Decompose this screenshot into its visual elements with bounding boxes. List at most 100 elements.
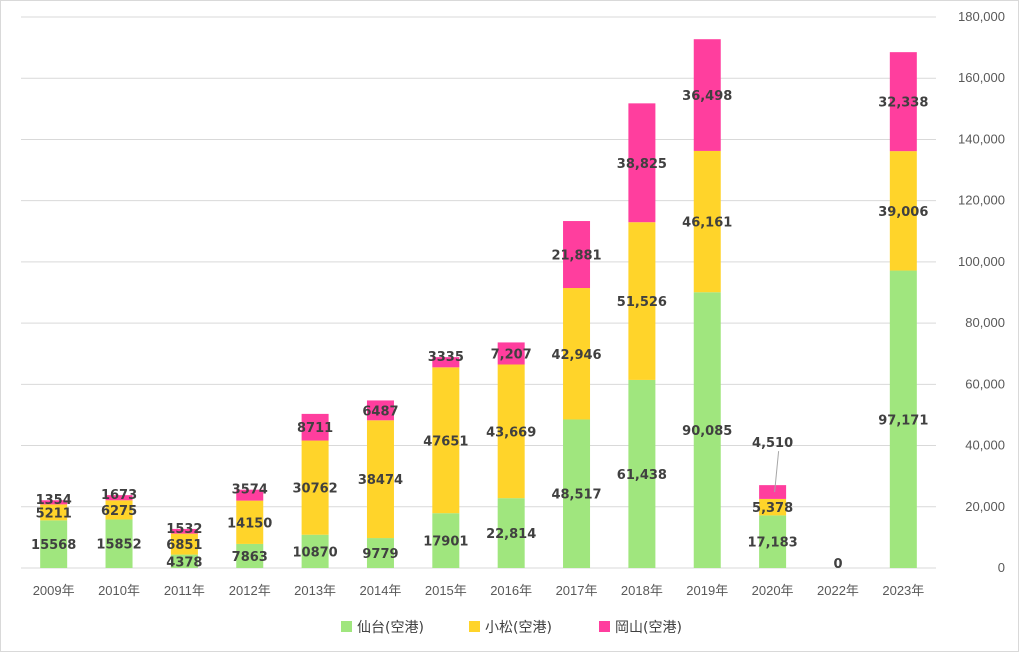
legend-swatch <box>599 621 610 632</box>
axes: 0 20,000 40,000 60,000 80,000 100,000 120,000 1… <box>33 9 1005 598</box>
data-label: 15568 <box>31 538 76 553</box>
data-label: 61,438 <box>617 468 667 483</box>
data-label: 47651 <box>423 434 468 449</box>
data-label: 30762 <box>292 482 337 497</box>
y-tick-label: 80,000 <box>965 315 1005 330</box>
data-label: 42,946 <box>551 348 601 363</box>
bar-segment <box>105 519 133 568</box>
data-label: 38,825 <box>617 157 667 172</box>
bar-segment <box>366 420 394 539</box>
bar-segment <box>432 513 460 568</box>
data-label: 8711 <box>297 421 333 436</box>
y-tick-label: 40,000 <box>965 438 1005 453</box>
legend: 仙台(空港) 小松(空港) 岡山(空港) <box>341 620 682 636</box>
bar-segment <box>432 357 460 368</box>
y-tick-label: 120,000 <box>958 193 1005 208</box>
data-label: 9779 <box>362 547 398 562</box>
data-label: 32,338 <box>878 96 928 111</box>
data-label: 43,669 <box>486 425 536 440</box>
bar-segment <box>693 292 721 568</box>
x-tick-label: 2023年 <box>882 583 924 598</box>
data-label: 6487 <box>362 404 398 419</box>
data-label: 6275 <box>101 504 137 519</box>
x-tick-label: 2010年 <box>98 583 140 598</box>
x-tick-label: 2014年 <box>360 583 402 598</box>
bar-segment <box>759 498 787 516</box>
data-label: 0 <box>833 557 842 572</box>
bar-segment <box>105 500 133 520</box>
data-label: 1354 <box>36 493 72 508</box>
bar-segment <box>301 413 329 441</box>
legend-label: 小松(空港) <box>485 620 552 636</box>
data-label: 90,085 <box>682 424 732 439</box>
bar-segment <box>889 52 917 152</box>
data-label: 36,498 <box>682 89 732 104</box>
x-tick-label: 2016年 <box>490 583 532 598</box>
data-label: 21,881 <box>551 249 601 264</box>
legend-label: 岡山(空港) <box>615 620 682 636</box>
bar-segment <box>366 400 394 421</box>
y-tick-label: 0 <box>998 560 1005 575</box>
data-label: 1673 <box>101 488 137 503</box>
bar-segment <box>432 367 460 514</box>
data-label: 7863 <box>232 550 268 565</box>
data-label: 15852 <box>96 538 141 553</box>
data-label: 14150 <box>227 516 272 531</box>
bar-segment <box>889 270 917 568</box>
bar-segment <box>759 485 787 499</box>
x-tick-label: 2012年 <box>229 583 271 598</box>
bar-segment <box>40 500 68 505</box>
data-label: 1532 <box>166 522 202 537</box>
y-tick-label: 180,000 <box>958 9 1005 24</box>
data-label: 7,207 <box>491 347 532 362</box>
x-tick-label: 2018年 <box>621 583 663 598</box>
data-label: 10870 <box>292 545 337 560</box>
bar-segment <box>301 440 329 535</box>
data-label: 17,183 <box>748 536 798 551</box>
bar-segment <box>759 515 787 568</box>
data-label: 48,517 <box>551 488 601 503</box>
x-tick-label: 2013年 <box>294 583 336 598</box>
data-label: 5211 <box>36 506 72 521</box>
bar-segment <box>170 528 198 534</box>
data-label: 4378 <box>166 555 202 570</box>
data-label: 6851 <box>166 538 202 553</box>
bar-segment <box>170 554 198 568</box>
data-label: 3574 <box>232 483 268 498</box>
x-tick-label: 2009年 <box>33 583 75 598</box>
y-tick-label: 160,000 <box>958 70 1005 85</box>
legend-label: 仙台(空港) <box>357 620 424 636</box>
bar-segment <box>497 498 525 568</box>
bar-segment <box>236 543 264 568</box>
x-tick-label: 2017年 <box>556 583 598 598</box>
bar-segment <box>366 538 394 568</box>
data-label: 38474 <box>358 473 403 488</box>
data-label: 3335 <box>428 350 464 365</box>
y-tick-label: 140,000 <box>958 131 1005 146</box>
bar-segment <box>40 504 68 521</box>
bar-segment <box>301 534 329 568</box>
bar-segment <box>628 222 656 380</box>
bar-segment <box>693 39 721 151</box>
data-label: 5,378 <box>752 501 793 516</box>
data-label: 4,510 <box>752 436 793 451</box>
data-label: 22,814 <box>486 527 536 542</box>
bar-segment <box>563 288 591 420</box>
y-tick-label: 20,000 <box>965 499 1005 514</box>
bar-segment <box>170 533 198 555</box>
data-label: 17901 <box>423 535 468 550</box>
bar-segment <box>236 489 264 501</box>
bar-segment <box>497 342 525 365</box>
bars <box>40 39 917 568</box>
legend-swatch <box>341 621 352 632</box>
y-tick-label: 60,000 <box>965 376 1005 391</box>
data-label: 39,006 <box>878 205 928 220</box>
x-tick-label: 2022年 <box>817 583 859 598</box>
bar-segment <box>628 379 656 568</box>
data-label: 51,526 <box>617 295 667 310</box>
x-tick-label: 2020年 <box>752 583 794 598</box>
bar-segment <box>693 150 721 293</box>
y-tick-label: 100,000 <box>958 254 1005 269</box>
